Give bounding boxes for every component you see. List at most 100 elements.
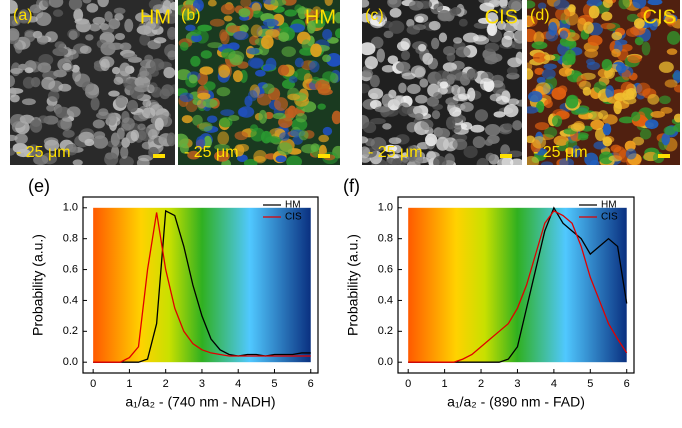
- cell: [667, 31, 680, 45]
- cell: [631, 111, 641, 122]
- cell: [376, 48, 386, 63]
- cell: [369, 15, 386, 29]
- cell: [602, 136, 613, 147]
- cell: [178, 133, 189, 148]
- cell: [33, 154, 49, 165]
- x-tick-label: 1: [126, 378, 132, 390]
- cell: [433, 92, 443, 100]
- scale-label: - 25 μm: [368, 144, 423, 161]
- cell: [294, 57, 304, 68]
- cell: [639, 128, 652, 140]
- cell: [645, 119, 659, 130]
- cell: [551, 115, 563, 127]
- cell: [18, 9, 30, 23]
- y-tick-label: 0.6: [378, 263, 393, 275]
- cell: [666, 48, 678, 55]
- cell: [64, 143, 78, 156]
- cell: [611, 31, 623, 41]
- cell: [507, 98, 520, 106]
- cell: [460, 122, 473, 131]
- cell: [284, 9, 297, 17]
- cell: [228, 50, 245, 63]
- x-tick-label: 2: [478, 378, 484, 390]
- cell: [611, 48, 621, 58]
- cell: [137, 123, 146, 131]
- cell: [122, 53, 138, 60]
- cell: [111, 66, 121, 75]
- cell: [493, 111, 506, 118]
- chart-label: (f): [343, 176, 360, 196]
- cell: [633, 18, 645, 29]
- cell: [587, 35, 603, 46]
- cell: [182, 9, 194, 21]
- cell: [10, 94, 20, 103]
- cell: [108, 90, 120, 97]
- y-tick-label: 1.0: [378, 202, 393, 214]
- cell: [470, 124, 485, 133]
- y-tick-label: 0.4: [63, 294, 78, 306]
- cell: [86, 3, 99, 13]
- cell: [35, 12, 52, 26]
- cell: [458, 18, 468, 27]
- cell: [124, 18, 134, 33]
- cell: [240, 0, 252, 8]
- cell: [334, 11, 340, 24]
- cell: [218, 64, 231, 78]
- cell: [277, 64, 290, 76]
- plot-frame: [82, 196, 319, 374]
- cell: [119, 156, 134, 165]
- cell: [536, 76, 546, 85]
- cell: [114, 32, 126, 41]
- cell: [66, 106, 81, 118]
- cell: [666, 18, 676, 27]
- cell: [275, 155, 287, 163]
- cell: [54, 41, 66, 49]
- cell: [600, 22, 616, 30]
- cell: [370, 137, 387, 151]
- cell: [52, 47, 69, 57]
- cell: [72, 159, 83, 165]
- image: [362, 0, 522, 165]
- image: [10, 0, 175, 165]
- scale-label: - 25 μm: [184, 144, 239, 161]
- cell: [307, 20, 316, 34]
- cell: [162, 0, 172, 13]
- cell: [198, 121, 213, 132]
- cell: [491, 81, 506, 95]
- cell: [21, 98, 36, 106]
- cell: [398, 102, 411, 117]
- cell: [484, 123, 501, 136]
- cell: [181, 115, 193, 124]
- cell: [534, 67, 544, 75]
- cell: [10, 75, 16, 87]
- cell: [136, 157, 150, 165]
- cell: [362, 12, 373, 23]
- x-tick-label: 6: [624, 378, 630, 390]
- cell: [506, 13, 518, 21]
- cell: [110, 132, 120, 147]
- cell: [287, 93, 300, 101]
- cell: [298, 130, 309, 141]
- cell: [247, 90, 258, 102]
- cell: [444, 153, 455, 165]
- cell: [487, 134, 500, 144]
- cell: [114, 13, 124, 21]
- cell: [331, 110, 340, 125]
- cell: [438, 32, 448, 43]
- cell: [553, 135, 569, 146]
- cell: [199, 66, 214, 75]
- cell: [121, 110, 130, 124]
- cell: [318, 88, 333, 96]
- cell: [659, 95, 671, 105]
- cell: [543, 63, 557, 70]
- cell: [255, 69, 266, 77]
- image: [178, 0, 340, 165]
- cell: [209, 18, 225, 27]
- cell: [227, 42, 240, 51]
- y-tick-label: 0.6: [63, 263, 78, 275]
- cell: [214, 144, 230, 151]
- cell: [10, 0, 18, 14]
- cell: [322, 71, 336, 82]
- cell: [426, 150, 437, 163]
- cell: [223, 15, 233, 22]
